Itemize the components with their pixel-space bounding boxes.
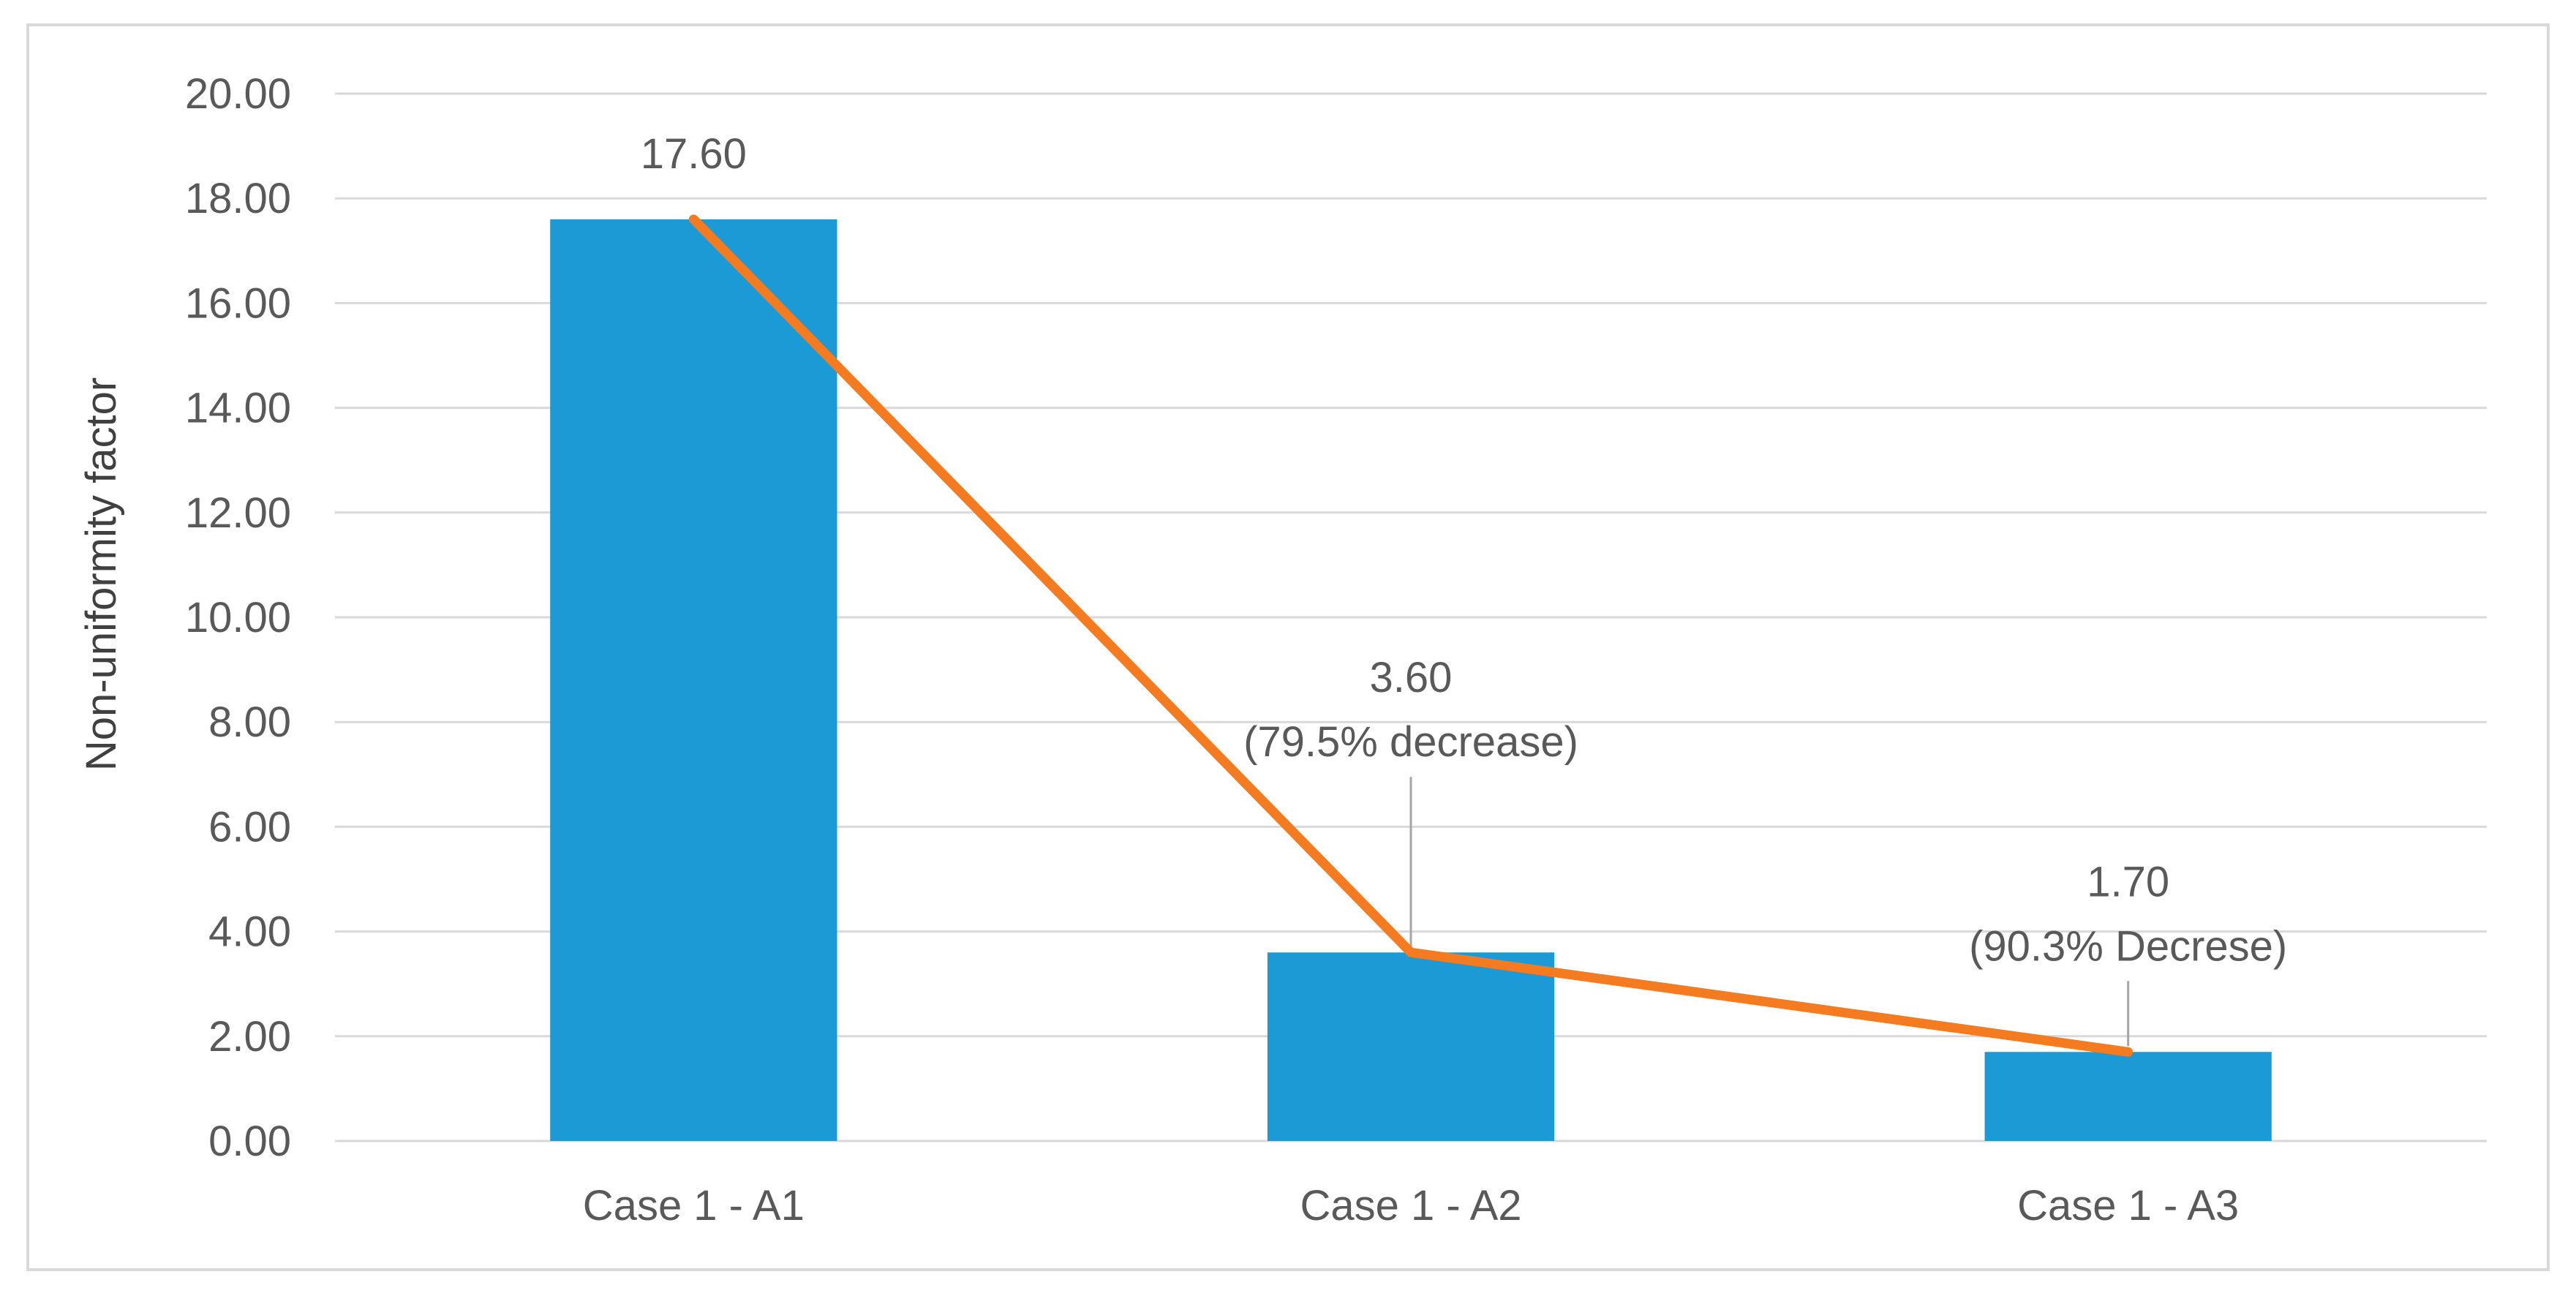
y-axis-title: Non-uniformity factor: [78, 377, 125, 771]
x-axis-ticks: Case 1 - A1 Case 1 - A2 Case 1 - A3: [583, 1182, 2239, 1229]
y-tick-label: 8.00: [208, 698, 291, 746]
x-tick-label: Case 1 - A2: [1300, 1182, 1521, 1229]
trend-line-layer: [688, 214, 2134, 1057]
x-tick-label: Case 1 - A1: [583, 1182, 805, 1229]
y-tick-label: 10.00: [185, 594, 291, 641]
y-tick-label: 14.00: [185, 385, 291, 432]
y-axis-ticks: 0.00 2.00 4.00 6.00 8.00 10.00 12.00 14.00 16.00…: [185, 70, 291, 1165]
data-labels: 17.60 3.60 (79.5% decrease) 1.70 (90.3% Decr…: [641, 130, 2287, 970]
y-tick-label: 16.00: [185, 279, 291, 327]
trend-line: [688, 214, 2134, 1057]
y-tick-label: 2.00: [208, 1013, 291, 1061]
leader-lines: [1409, 777, 2130, 1047]
y-tick-label: 12.00: [185, 489, 291, 537]
y-tick-label: 4.00: [208, 908, 291, 956]
bar: [1984, 1052, 2272, 1141]
data-label: 17.60: [641, 130, 747, 178]
x-tick-label: Case 1 - A3: [2017, 1182, 2239, 1229]
bar: [550, 219, 837, 1142]
y-tick-label: 20.00: [185, 70, 291, 118]
bars: [550, 219, 2272, 1142]
bar: [1267, 952, 1555, 1141]
y-tick-label: 0.00: [208, 1118, 291, 1165]
data-label: (90.3% Decrese): [1969, 922, 2287, 970]
data-label: (79.5% decrease): [1243, 718, 1578, 766]
y-tick-label: 18.00: [185, 175, 291, 222]
data-label: 3.60: [1370, 654, 1453, 701]
data-label: 1.70: [2087, 858, 2169, 905]
y-tick-label: 6.00: [208, 803, 291, 851]
